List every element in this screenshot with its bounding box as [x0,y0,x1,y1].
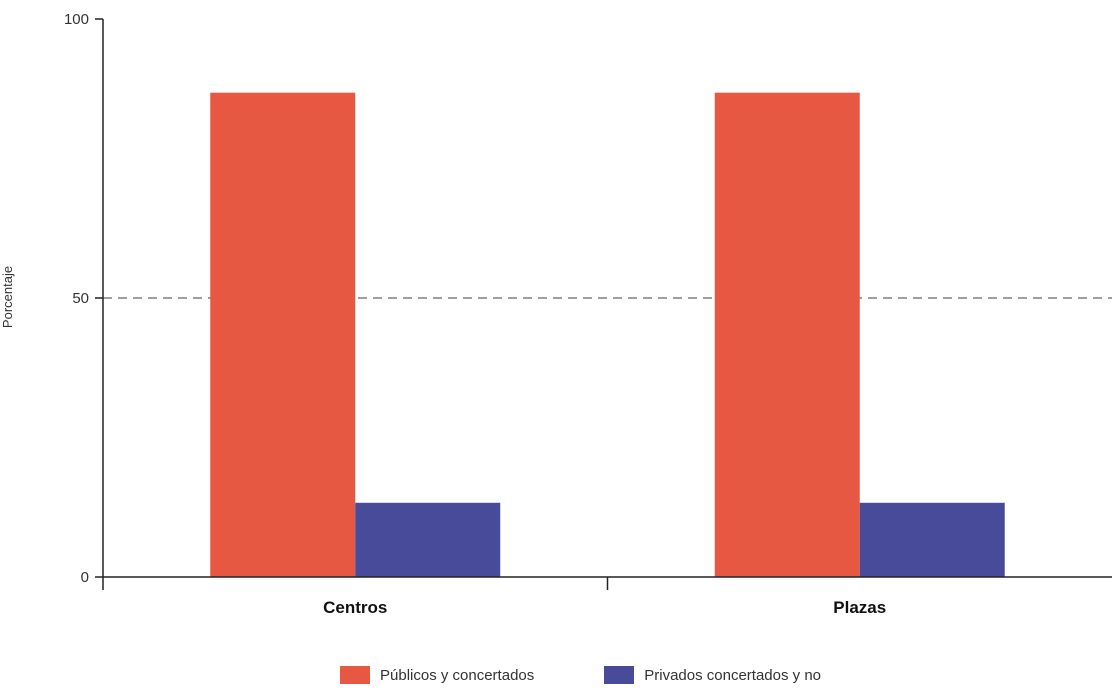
y-tick-label-50: 50 [72,290,89,307]
bar-centros-series-1 [355,502,501,577]
y-tick-label-100: 100 [64,11,89,28]
x-tick-label-plazas: Plazas [833,598,886,617]
bar-plazas-series-1 [859,502,1005,577]
x-tick-label-centros: Centros [323,598,387,617]
bar-centros-series-0 [210,92,356,577]
legend: Públicos y concertados Privados concerta… [340,666,891,684]
legend-swatch-privados [604,666,635,684]
bar-plazas-series-0 [714,92,860,577]
bars [210,92,1005,577]
y-tick-label-0: 0 [81,569,89,586]
legend-item-publicos: Públicos y concertados [340,666,534,684]
legend-item-privados: Privados concertados y no [604,666,821,684]
legend-swatch-publicos [340,666,370,684]
tick-labels: 0 50 100 Centros Plazas [64,11,886,617]
legend-label-privados: Privados concertados y no [644,666,822,684]
y-axis-label: Porcentaje [0,266,15,328]
axes [95,18,1112,590]
legend-label-publicos: Públicos y concertados [380,666,535,684]
